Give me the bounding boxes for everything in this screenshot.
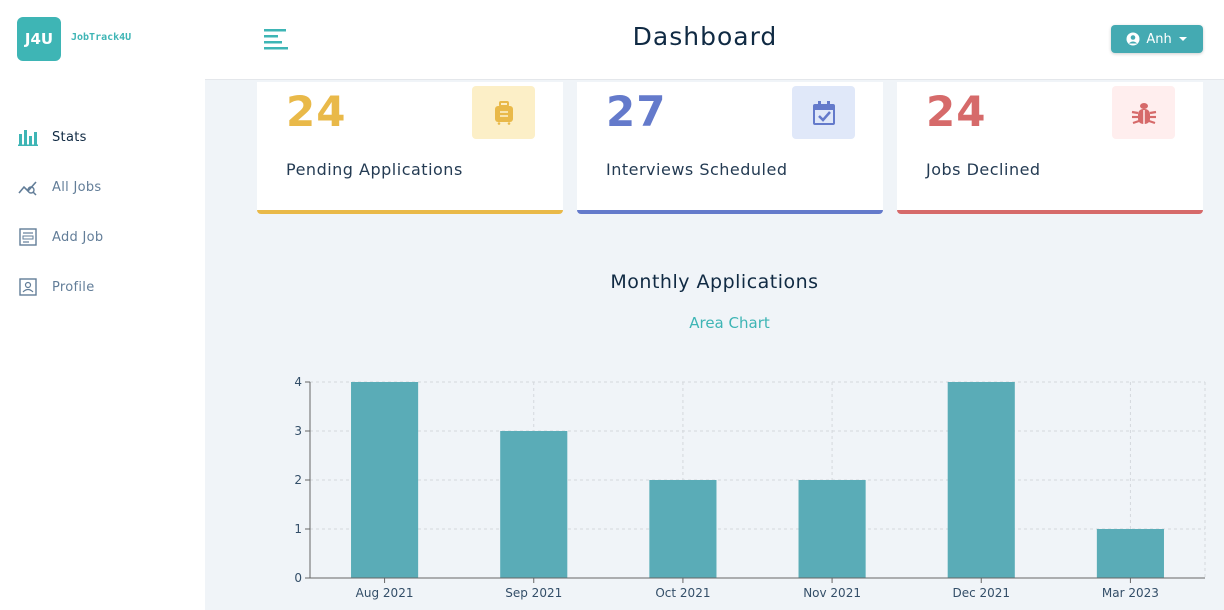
suitcase-icon: [472, 86, 535, 139]
menu-icon: [263, 29, 289, 55]
stat-label: Pending Applications: [286, 160, 463, 179]
bar: [1096, 529, 1164, 578]
sidebar-item-label: Stats: [52, 129, 87, 145]
bar: [649, 480, 717, 578]
bar-chart-icon: [17, 126, 39, 148]
chart-line-icon: [17, 176, 39, 198]
sidebar-nav: Stats All Jobs Add Job Profile: [0, 112, 205, 312]
stat-count: 24: [926, 87, 987, 136]
y-tick-label: 2: [294, 473, 302, 487]
sidebar: J4U JobTrack4U Stats All Jobs Add Job P: [0, 0, 205, 610]
user-circle-icon: [1126, 32, 1140, 46]
bar: [351, 382, 419, 578]
chart-title: Monthly Applications: [610, 271, 819, 293]
sidebar-item-stats[interactable]: Stats: [0, 112, 205, 162]
stat-card-declined: 24 Jobs Declined: [897, 82, 1203, 214]
sidebar-item-all-jobs[interactable]: All Jobs: [0, 162, 205, 212]
x-tick-label: Aug 2021: [356, 586, 414, 600]
x-tick-label: Nov 2021: [803, 586, 861, 600]
stat-card-pending: 24 Pending Applications: [257, 82, 563, 214]
calendar-check-icon: [792, 86, 855, 139]
logo-mark: J4U: [17, 17, 61, 61]
page-title: Dashboard: [632, 22, 778, 51]
logo[interactable]: J4U JobTrack4U: [17, 17, 131, 61]
y-tick-label: 1: [294, 522, 302, 536]
sidebar-item-label: Add Job: [52, 229, 104, 245]
sidebar-toggle-button[interactable]: [263, 27, 291, 53]
x-tick-label: Dec 2021: [952, 586, 1010, 600]
top-navbar: Dashboard Anh: [205, 0, 1224, 80]
bar: [798, 480, 866, 578]
stat-label: Interviews Scheduled: [606, 160, 788, 179]
bar: [947, 382, 1015, 578]
sidebar-item-add-job[interactable]: Add Job: [0, 212, 205, 262]
form-icon: [17, 226, 39, 248]
monthly-applications-chart: 0 1 2 3 4 Aug 2021 Sep 2021 Oct 2021 Nov 2021 Dec…: [294, 375, 1206, 600]
stat-label: Jobs Declined: [926, 160, 1041, 179]
stat-count: 24: [286, 87, 347, 136]
x-tick-label: Mar 2023: [1102, 586, 1159, 600]
chart-type-toggle-button[interactable]: Area Chart: [689, 314, 770, 332]
bug-icon: [1112, 86, 1175, 139]
user-name: Anh: [1146, 31, 1172, 47]
y-tick-label: 3: [294, 424, 302, 438]
y-tick-label: 0: [294, 571, 302, 585]
sidebar-item-profile[interactable]: Profile: [0, 262, 205, 312]
user-menu-button[interactable]: Anh: [1111, 25, 1203, 53]
x-tick-label: Oct 2021: [655, 586, 710, 600]
y-tick-label: 4: [294, 375, 302, 389]
sidebar-item-label: Profile: [52, 279, 95, 295]
profile-icon: [17, 276, 39, 298]
stat-count: 27: [606, 87, 667, 136]
caret-down-icon: [1178, 35, 1188, 43]
stat-card-interviews: 27 Interviews Scheduled: [577, 82, 883, 214]
logo-name: JobTrack4U: [71, 31, 132, 43]
sidebar-item-label: All Jobs: [52, 179, 102, 195]
bar: [500, 431, 568, 578]
x-tick-label: Sep 2021: [505, 586, 562, 600]
